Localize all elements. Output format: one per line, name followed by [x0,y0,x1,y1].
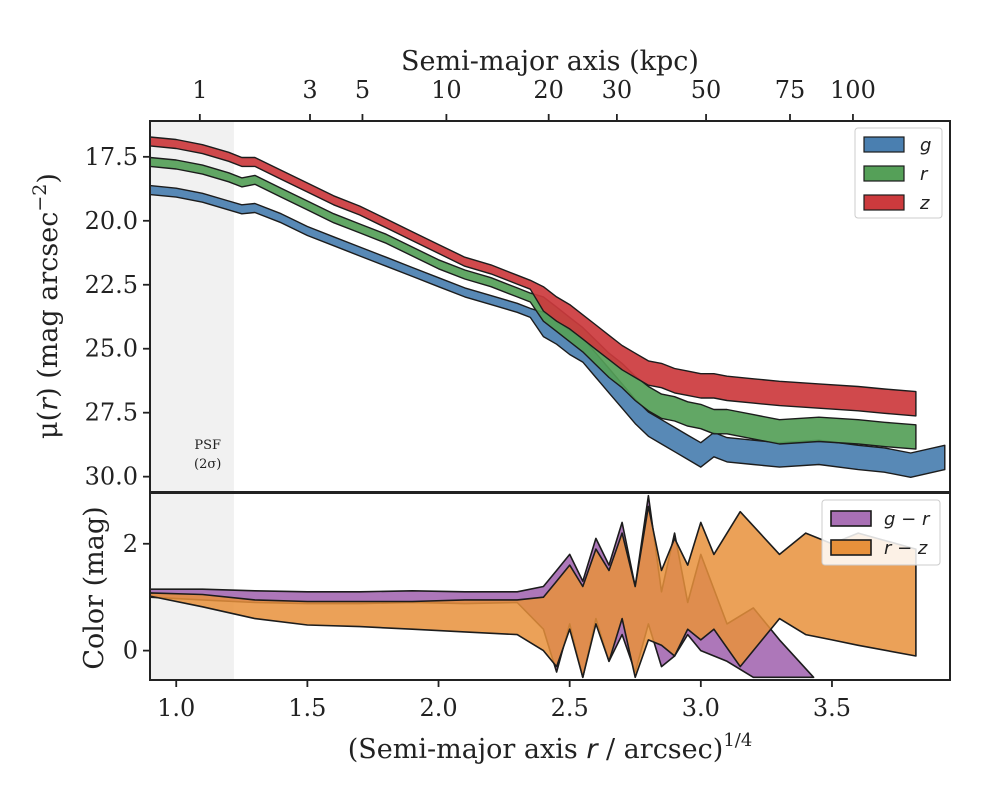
kpc-tick-label: 100 [830,76,876,104]
x-tick-label: 2.5 [551,694,589,722]
band-r-profile [150,156,917,450]
psf-shaded-region-color [150,493,234,680]
y-tick-label: 30.0 [85,463,138,491]
kpc-tick-label: 30 [602,76,633,104]
legend-swatch-g [863,136,905,153]
x-tick-label: 2.0 [419,694,457,722]
surface-brightness-plot [150,136,946,478]
bottom-panel-x-ticks: 1.0 1.5 2.0 2.5 3.0 3.5 [157,680,851,722]
kpc-tick-label: 75 [775,76,806,104]
color-legend-label: r − z [884,538,928,559]
bottom-panel-frame [149,492,951,681]
psf-label: PSF [194,438,221,453]
color-legend: g − r r − z [821,499,941,566]
y-tick-label: 25.0 [85,335,138,363]
kpc-tick-label: 3 [302,76,317,104]
legend-label-g: g [920,135,931,156]
kpc-tick-label: 5 [355,76,370,104]
legend-swatch-r [863,165,905,182]
color-legend-swatch [830,539,872,556]
x-tick-label: 3.5 [813,694,851,722]
psf-shaded-region [150,121,234,492]
y-tick-label: 27.5 [85,399,138,427]
band-z-profile [150,136,917,417]
band-g-profile [150,184,946,478]
kpc-tick-label: 50 [691,76,722,104]
legend-label-r: r [920,164,929,185]
kpc-tick-label: 20 [533,76,564,104]
legend-label-z: z [919,193,930,214]
y-tick-label: 22.5 [85,271,138,299]
y-tick-label: 17.5 [85,143,138,171]
y-axis-title-color: Color (mag) [79,506,110,669]
psf-sigma-label: (2σ) [194,457,221,472]
x-tick-label: 1.0 [157,694,195,722]
bottom-panel-y-ticks: 02 [123,530,150,665]
y-axis-title-surface-brightness: μ(r) (mag arcsec−2) [29,173,64,439]
kpc-tick-label: 10 [431,76,462,104]
color-y-tick-label: 2 [123,530,138,558]
color-legend-swatch [830,510,872,527]
color-y-tick-label: 0 [123,637,138,665]
color-r-minus-z-profile [150,505,917,679]
band-legend: grz [854,127,943,219]
top-axis-kpc-ticks: 1 3 5 10 20 30 50 75 100 [192,76,876,121]
legend-swatch-z [863,194,905,211]
color-legend-label: g − r [884,509,931,530]
top-axis-title: Semi-major axis (kpc) [401,46,699,77]
x-axis-title: (Semi-major axis r / arcsec)1/4 [348,730,753,765]
kpc-tick-label: 1 [192,76,207,104]
x-tick-label: 3.0 [682,694,720,722]
color-profile-plot [150,494,917,679]
top-panel-y-ticks: 17.5 20.0 22.5 25.0 27.5 30.0 [85,143,150,491]
x-tick-label: 1.5 [288,694,326,722]
y-tick-label: 20.0 [85,207,138,235]
